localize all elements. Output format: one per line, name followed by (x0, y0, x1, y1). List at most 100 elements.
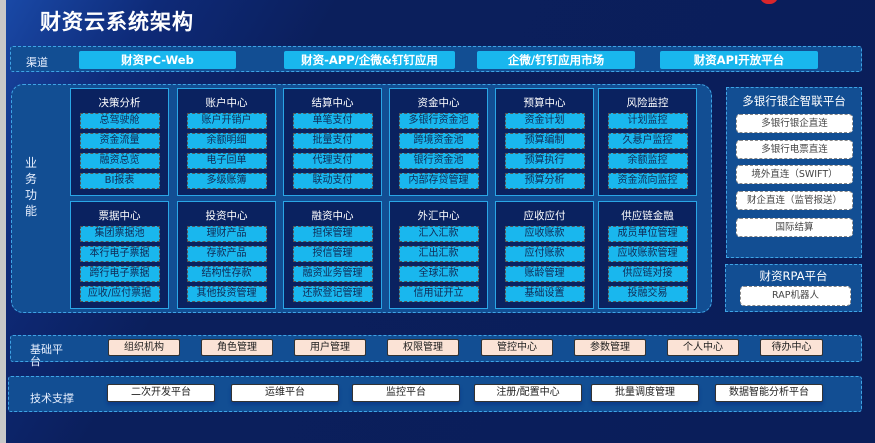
module-item[interactable]: 供应链对接 (607, 266, 688, 282)
module-title: 决策分析 (98, 97, 141, 109)
module-item[interactable]: 内部存贷管理 (398, 173, 479, 189)
base-platform-button[interactable]: 权限管理 (387, 339, 459, 356)
module-item[interactable]: 余额监控 (607, 153, 688, 169)
module-title: 预算中心 (523, 97, 566, 109)
module-title: 应收应付 (523, 210, 566, 222)
module-title: 结算中心 (311, 97, 354, 109)
module-card: 供应链金融成员单位管理 应收账款管理 供应链对接投融交易 (598, 201, 697, 309)
module-title: 融资中心 (311, 210, 354, 222)
base-platform-button[interactable]: 管控中心 (481, 339, 553, 356)
bank-platform-item[interactable]: 多银行银企直连 (736, 114, 853, 133)
module-item[interactable]: 资金流向监控 (607, 173, 688, 189)
module-item[interactable]: 结构性存款 (186, 266, 267, 282)
module-item[interactable]: 应收账款 (504, 226, 585, 242)
base-platform-button[interactable]: 参数管理 (574, 339, 646, 356)
module-item[interactable]: 单笔支付 (292, 113, 373, 129)
module-item[interactable]: 担保管理 (292, 226, 373, 242)
bank-platform-title: 多银行银企智联平台 (742, 94, 846, 108)
module-title: 外汇中心 (417, 210, 460, 222)
base-platform-button[interactable]: 角色管理 (201, 339, 273, 356)
module-item[interactable]: 汇出汇款 (398, 246, 479, 262)
module-title: 投资中心 (205, 210, 248, 222)
module-card: 外汇中心汇入汇款汇出汇款全球汇款信用证开立 (389, 201, 488, 309)
module-item[interactable]: 代理支付 (292, 153, 373, 169)
module-item[interactable]: 应付账款 (504, 246, 585, 262)
channel-button[interactable]: 财资-APP/企微&钉钉应用 (284, 51, 455, 69)
tech-support-button[interactable]: 监控平台 (352, 384, 460, 402)
module-card: 应收应付应收账款应付账款账龄管理基础设置 (495, 201, 594, 309)
module-item[interactable]: 跨行电子票据 (79, 266, 160, 282)
module-item[interactable]: BI报表 (79, 173, 160, 189)
bank-platform-item[interactable]: 财企直连（监管报送） (736, 191, 853, 210)
module-item[interactable]: 投融交易 (607, 286, 688, 302)
module-item[interactable]: 基础设置 (504, 286, 585, 302)
module-card: 风险监控计划监控久悬户监控余额监控资金流向监控 (598, 88, 697, 196)
module-item[interactable]: 余额明细 (186, 133, 267, 149)
module-card: 账户中心 账户开销户 余额明细 电子回单 多级账簿 (177, 88, 276, 196)
module-item[interactable]: 融资总览 (79, 153, 160, 169)
base-platform-button[interactable]: 个人中心 (667, 339, 739, 356)
module-card: 决策分析总驾驶舱资金流量融资总览 BI报表 (70, 88, 169, 196)
module-item[interactable]: 多银行资金池 (398, 113, 479, 129)
tech-support-button[interactable]: 运维平台 (231, 384, 339, 402)
module-item[interactable]: 账龄管理 (504, 266, 585, 282)
module-item[interactable]: 成员单位管理 (607, 226, 688, 242)
tech-support-label: 技术支撑 (30, 392, 74, 405)
channel-button[interactable]: 财资PC-Web (79, 51, 236, 69)
module-item[interactable]: 资金流量 (79, 133, 160, 149)
channel-button[interactable]: 企微/钉钉应用市场 (477, 51, 635, 69)
bank-platform-item[interactable]: 多银行电票直连 (736, 140, 853, 159)
module-item[interactable]: 计划监控 (607, 113, 688, 129)
module-title: 供应链金融 (621, 210, 674, 222)
tech-support-button[interactable]: 二次开发平台 (107, 384, 215, 402)
module-item[interactable]: 融资业务管理 (292, 266, 373, 282)
module-item[interactable]: 理财产品 (186, 226, 267, 242)
module-item[interactable]: 资金计划 (504, 113, 585, 129)
module-card: 结算中心单笔支付批量支付代理支付联动支付 (283, 88, 382, 196)
module-item[interactable]: 信用证开立 (398, 286, 479, 302)
channel-button[interactable]: 财资API开放平台 (660, 51, 818, 69)
module-item[interactable]: 久悬户监控 (607, 133, 688, 149)
module-item[interactable]: 银行资金池 (398, 153, 479, 169)
module-item[interactable]: 多级账簿 (186, 173, 267, 189)
module-title: 资金中心 (417, 97, 460, 109)
module-item[interactable]: 还款登记管理 (292, 286, 373, 302)
base-platform-button[interactable]: 待办中心 (760, 339, 823, 356)
module-card: 融资中心担保管理授信管理融资业务管理 还款登记管理 (283, 201, 382, 309)
module-card: 票据中心 集团票据池 本行电子票据 跨行电子票据 应收/应付票据 (70, 201, 169, 309)
module-item[interactable]: 其他投资管理 (186, 286, 267, 302)
module-item[interactable]: 授信管理 (292, 246, 373, 262)
module-item[interactable]: 汇入汇款 (398, 226, 479, 242)
module-item[interactable]: 跨境资金池 (398, 133, 479, 149)
rpa-platform-title: 财资RPA平台 (759, 269, 828, 283)
module-item[interactable]: 总驾驶舱 (79, 113, 160, 129)
base-platform-button[interactable]: 组织机构 (108, 339, 180, 356)
module-item[interactable]: 电子回单 (186, 153, 267, 169)
module-item[interactable]: 全球汇款 (398, 266, 479, 282)
module-title: 风险监控 (626, 97, 669, 109)
tech-support-button[interactable]: 数据智能分析平台 (715, 384, 823, 402)
module-item[interactable]: 账户开销户 (186, 113, 267, 129)
module-item[interactable]: 本行电子票据 (79, 246, 160, 262)
bank-platform-item[interactable]: 境外直连（SWIFT） (736, 165, 853, 184)
bank-platform-item[interactable]: 国际结算 (736, 218, 853, 237)
base-platform-button[interactable]: 用户管理 (294, 339, 366, 356)
module-item[interactable]: 预算编制 (504, 133, 585, 149)
module-item[interactable]: 应收/应付票据 (79, 286, 160, 302)
module-item[interactable]: 联动支付 (292, 173, 373, 189)
logo-icon (760, 0, 778, 4)
business-label: 业务功能 (25, 156, 38, 218)
module-card: 投资中心理财产品存款产品结构性存款其他投资管理 (177, 201, 276, 309)
window-edge (0, 0, 6, 443)
module-item[interactable]: 预算执行 (504, 153, 585, 169)
channel-label: 渠道 (26, 56, 48, 69)
module-item[interactable]: 集团票据池 (79, 226, 160, 242)
module-item[interactable]: 预算分析 (504, 173, 585, 189)
module-item[interactable]: 批量支付 (292, 133, 373, 149)
module-item[interactable]: 存款产品 (186, 246, 267, 262)
tech-support-button[interactable]: 批量调度管理 (591, 384, 699, 402)
rpa-robot-button[interactable]: RAP机器人 (740, 286, 851, 306)
page-title: 财资云系统架构 (40, 10, 194, 34)
module-item[interactable]: 应收账款管理 (607, 246, 688, 262)
tech-support-button[interactable]: 注册/配置中心 (474, 384, 582, 402)
